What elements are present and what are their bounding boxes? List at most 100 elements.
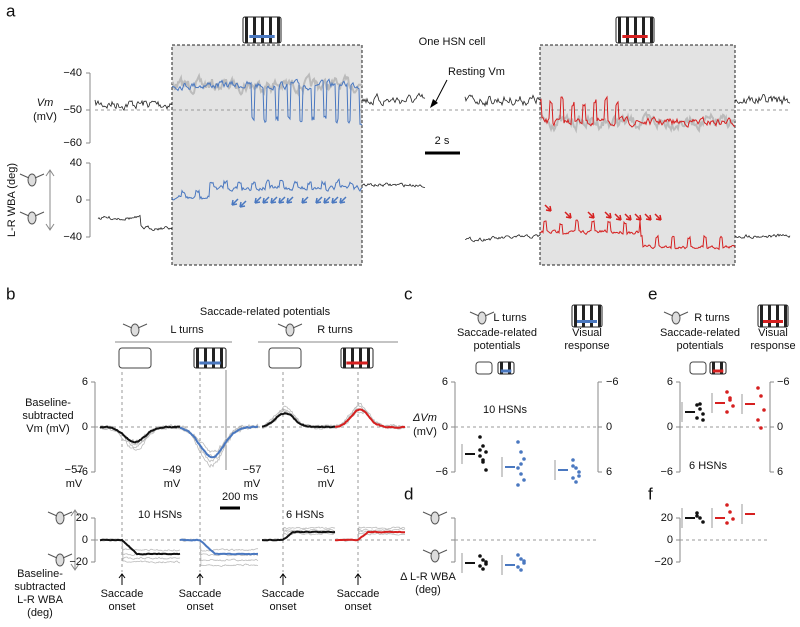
column-label: potentials bbox=[473, 340, 521, 352]
tick-label: −6 bbox=[435, 466, 448, 478]
dot bbox=[516, 466, 520, 470]
dot bbox=[481, 567, 485, 571]
trace bbox=[99, 538, 181, 556]
tick-label: −6 bbox=[777, 376, 790, 388]
dot bbox=[478, 435, 482, 439]
stimulus-box bbox=[171, 44, 363, 266]
arena-stripe bbox=[590, 305, 593, 327]
axis bbox=[86, 72, 91, 144]
column-label: Saccade-related bbox=[660, 327, 740, 339]
dot bbox=[725, 390, 729, 394]
tick-label: 0 bbox=[777, 421, 783, 433]
resting-label: −61 bbox=[317, 464, 336, 476]
dot bbox=[577, 474, 581, 478]
dot bbox=[698, 516, 702, 520]
trace bbox=[179, 425, 259, 468]
trace bbox=[334, 408, 406, 429]
onset-arrow bbox=[279, 573, 287, 585]
fly-icon bbox=[430, 549, 440, 563]
dot bbox=[481, 558, 485, 562]
dot bbox=[519, 472, 523, 476]
trace bbox=[171, 178, 363, 201]
dot bbox=[484, 560, 488, 564]
dot bbox=[759, 394, 763, 398]
dot bbox=[522, 559, 526, 563]
saccade-arrow bbox=[231, 198, 239, 206]
fly-icon bbox=[55, 553, 65, 567]
dot bbox=[571, 458, 575, 462]
axis-label: L-R WBA bbox=[17, 594, 64, 606]
arena-stripe bbox=[720, 362, 723, 374]
fly-wing bbox=[422, 511, 448, 517]
arena-stripe bbox=[269, 17, 272, 43]
arena-stripe bbox=[574, 305, 577, 327]
arena-stripe bbox=[626, 17, 629, 43]
onset-arrow bbox=[118, 573, 126, 585]
tick-label: −6 bbox=[660, 466, 673, 478]
panel-label: d bbox=[404, 484, 413, 503]
axis bbox=[676, 517, 681, 563]
onset-label: onset bbox=[109, 601, 136, 613]
trace bbox=[179, 423, 259, 463]
fly-icon bbox=[27, 211, 37, 225]
axis-arrow bbox=[70, 509, 80, 571]
column-label: response bbox=[750, 340, 795, 352]
dot bbox=[516, 553, 520, 557]
panel-title: Saccade-related potentials bbox=[200, 306, 331, 318]
dot bbox=[698, 407, 702, 411]
arrow bbox=[433, 79, 448, 106]
saccade-arrow bbox=[278, 196, 286, 204]
dot bbox=[484, 468, 488, 472]
dot bbox=[725, 410, 729, 414]
n-label: 10 HSNs bbox=[138, 509, 183, 521]
tick-label: −60 bbox=[63, 137, 82, 149]
axis-label: Baseline- bbox=[25, 397, 71, 409]
dot bbox=[728, 398, 732, 402]
saccade-arrow bbox=[624, 213, 632, 221]
fly-icon bbox=[27, 173, 37, 187]
resting-label: mV bbox=[318, 478, 335, 490]
stimulus-box bbox=[539, 44, 736, 266]
dot bbox=[756, 386, 760, 390]
fly-wing bbox=[277, 323, 303, 329]
dot bbox=[522, 478, 526, 482]
tick-label: −40 bbox=[63, 67, 82, 79]
tick-label: 20 bbox=[76, 512, 88, 524]
tick-label: 6 bbox=[667, 376, 673, 388]
axis-label: subtracted bbox=[14, 581, 65, 593]
tick-label: −20 bbox=[69, 556, 88, 568]
tick-label: 0 bbox=[667, 421, 673, 433]
saccade-arrow bbox=[254, 196, 262, 204]
arena-stripe bbox=[508, 362, 511, 374]
dot bbox=[516, 565, 520, 569]
arena-stripe bbox=[343, 348, 346, 368]
saccade-arrow bbox=[654, 213, 662, 221]
n-label: 6 HSNs bbox=[689, 460, 727, 472]
onset-arrow bbox=[354, 573, 362, 585]
axis-label: L-R WBA (deg) bbox=[6, 163, 18, 237]
axis bbox=[86, 162, 91, 238]
trace bbox=[261, 526, 336, 541]
axis-label: (mV) bbox=[413, 426, 437, 438]
arena-stripe bbox=[253, 17, 256, 43]
trace bbox=[99, 538, 181, 560]
tick-label: 6 bbox=[777, 466, 783, 478]
dot bbox=[725, 521, 729, 525]
dot bbox=[725, 503, 729, 507]
fly-icon bbox=[477, 311, 487, 325]
column-label: Visual bbox=[572, 327, 602, 339]
trace bbox=[334, 526, 406, 541]
axis bbox=[451, 517, 456, 563]
trace bbox=[99, 538, 181, 564]
dot bbox=[481, 460, 485, 464]
group-label: R turns bbox=[694, 312, 730, 324]
onset-label: Saccade bbox=[179, 588, 222, 600]
axis-label: ΔVm bbox=[412, 412, 437, 424]
figure-art: SaccadeonsetSaccadeonsetSaccadeonsetSacc… bbox=[19, 16, 791, 613]
fly-wing bbox=[122, 323, 148, 329]
fly-wing bbox=[663, 311, 689, 317]
trace bbox=[180, 425, 259, 459]
trace bbox=[539, 219, 736, 251]
trace bbox=[361, 92, 426, 107]
saccade-arrow bbox=[323, 196, 331, 204]
